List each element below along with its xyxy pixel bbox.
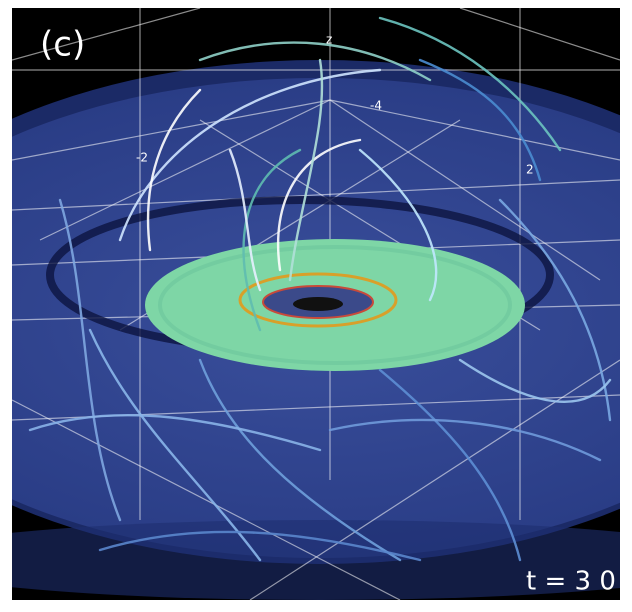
tick-label: -2 xyxy=(136,151,148,165)
tick-label: 2 xyxy=(526,163,534,177)
visualization: (c) z -4 -2 2 t = 3 0 xyxy=(0,0,632,612)
time-label: t = 3 0 xyxy=(526,567,616,597)
axis-label: z xyxy=(326,33,332,47)
panel-label: (c) xyxy=(40,25,85,65)
tick-label: -4 xyxy=(370,99,382,113)
center xyxy=(293,297,343,311)
